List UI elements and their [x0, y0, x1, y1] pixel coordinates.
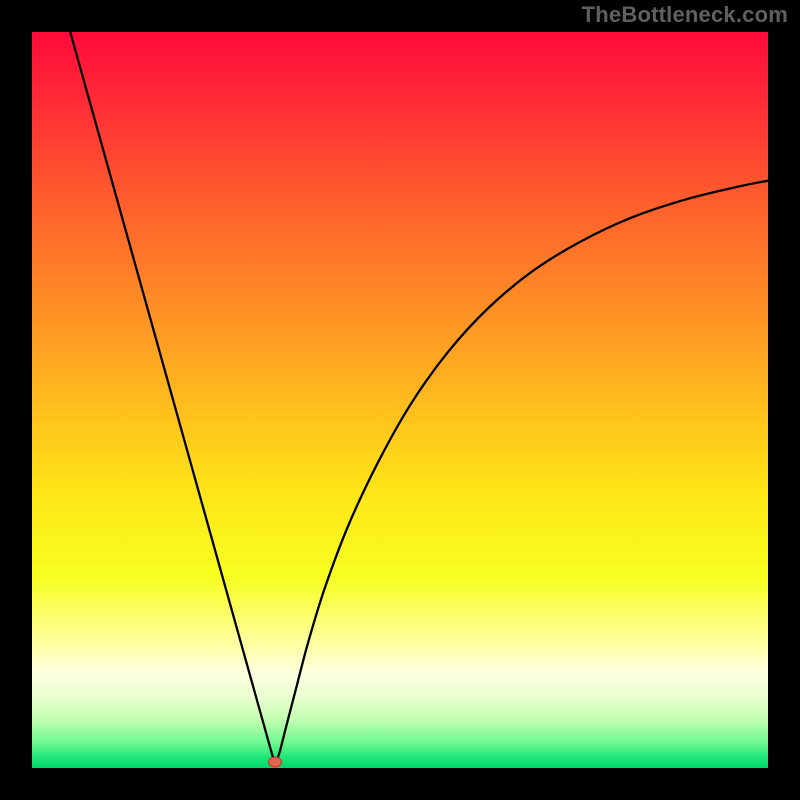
plot-gradient-background: [32, 32, 768, 768]
watermark-text: TheBottleneck.com: [582, 2, 788, 28]
chart-frame: TheBottleneck.com: [0, 0, 800, 800]
plot-area: [32, 32, 768, 768]
optimum-marker: [268, 757, 282, 768]
